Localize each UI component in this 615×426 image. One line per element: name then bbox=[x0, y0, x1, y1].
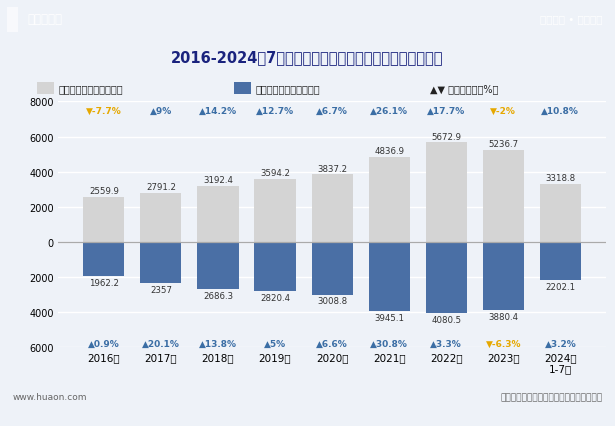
Text: 3008.8: 3008.8 bbox=[317, 296, 347, 305]
Bar bbox=[312, 175, 352, 242]
Bar bbox=[312, 242, 352, 295]
Bar bbox=[483, 242, 524, 310]
Text: ▲0.9%: ▲0.9% bbox=[88, 340, 120, 348]
Text: ▲30.8%: ▲30.8% bbox=[370, 340, 408, 348]
Text: ▲13.8%: ▲13.8% bbox=[199, 340, 237, 348]
Text: ▲5%: ▲5% bbox=[264, 340, 286, 348]
Text: ▲6.6%: ▲6.6% bbox=[316, 340, 348, 348]
Text: ▲3.2%: ▲3.2% bbox=[544, 340, 576, 348]
Text: 3192.4: 3192.4 bbox=[203, 176, 233, 184]
Text: 5236.7: 5236.7 bbox=[488, 140, 518, 149]
Text: 3880.4: 3880.4 bbox=[488, 312, 518, 321]
Text: ▼-2%: ▼-2% bbox=[490, 106, 516, 115]
Bar bbox=[83, 197, 124, 242]
Bar bbox=[368, 242, 410, 311]
Text: 4080.5: 4080.5 bbox=[431, 315, 461, 324]
Bar bbox=[368, 158, 410, 242]
Text: 进口商品总值（亿美元）: 进口商品总值（亿美元） bbox=[255, 84, 320, 94]
Bar bbox=[83, 242, 124, 276]
Text: ▲17.7%: ▲17.7% bbox=[427, 106, 466, 115]
Text: 3945.1: 3945.1 bbox=[374, 313, 404, 322]
Text: 2791.2: 2791.2 bbox=[146, 183, 176, 192]
Text: ▲10.8%: ▲10.8% bbox=[541, 106, 579, 115]
Text: 3837.2: 3837.2 bbox=[317, 164, 347, 173]
Text: 专业严谨 • 客观科学: 专业严谨 • 客观科学 bbox=[540, 14, 603, 25]
Bar bbox=[255, 179, 296, 242]
Bar bbox=[197, 242, 239, 289]
Text: ▼-7.7%: ▼-7.7% bbox=[86, 106, 122, 115]
Bar bbox=[426, 143, 467, 242]
Bar bbox=[140, 193, 181, 242]
Bar bbox=[426, 242, 467, 314]
Text: 3318.8: 3318.8 bbox=[546, 173, 576, 182]
Text: ▲9%: ▲9% bbox=[150, 106, 172, 115]
Text: ▲3.3%: ▲3.3% bbox=[430, 340, 462, 348]
Text: 5672.9: 5672.9 bbox=[431, 132, 461, 141]
Text: 2202.1: 2202.1 bbox=[546, 282, 576, 291]
Text: 资料来源：中国海关，华经产业研究院整理: 资料来源：中国海关，华经产业研究院整理 bbox=[501, 392, 603, 401]
Bar bbox=[234, 83, 251, 95]
Text: 2357: 2357 bbox=[150, 285, 172, 294]
Text: 1962.2: 1962.2 bbox=[89, 278, 119, 287]
Text: ▲14.2%: ▲14.2% bbox=[199, 106, 237, 115]
Bar bbox=[37, 83, 54, 95]
Text: 4836.9: 4836.9 bbox=[374, 147, 404, 156]
Bar bbox=[197, 186, 239, 242]
Text: ▲12.7%: ▲12.7% bbox=[256, 106, 294, 115]
Text: ▲6.7%: ▲6.7% bbox=[316, 106, 348, 115]
Text: 2016-2024年7月中国与东南亚国家联盟进、出口商品总值: 2016-2024年7月中国与东南亚国家联盟进、出口商品总值 bbox=[171, 50, 444, 66]
Bar bbox=[255, 242, 296, 291]
Bar bbox=[140, 242, 181, 283]
Bar bbox=[540, 184, 581, 242]
Text: 2559.9: 2559.9 bbox=[89, 187, 119, 196]
Bar bbox=[483, 150, 524, 242]
Text: ▲▼ 同比增长率（%）: ▲▼ 同比增长率（%） bbox=[430, 84, 499, 94]
Text: 出口商品总值（亿美元）: 出口商品总值（亿美元） bbox=[58, 84, 123, 94]
Text: ▲20.1%: ▲20.1% bbox=[142, 340, 180, 348]
Text: ▲26.1%: ▲26.1% bbox=[370, 106, 408, 115]
Text: 2820.4: 2820.4 bbox=[260, 294, 290, 302]
Text: 3594.2: 3594.2 bbox=[260, 169, 290, 178]
Text: www.huaon.com: www.huaon.com bbox=[12, 392, 87, 401]
Bar bbox=[7, 8, 18, 33]
Text: ▼-6.3%: ▼-6.3% bbox=[485, 340, 521, 348]
Text: 2686.3: 2686.3 bbox=[203, 291, 233, 300]
Text: 华经情报网: 华经情报网 bbox=[28, 13, 63, 26]
Bar bbox=[540, 242, 581, 281]
